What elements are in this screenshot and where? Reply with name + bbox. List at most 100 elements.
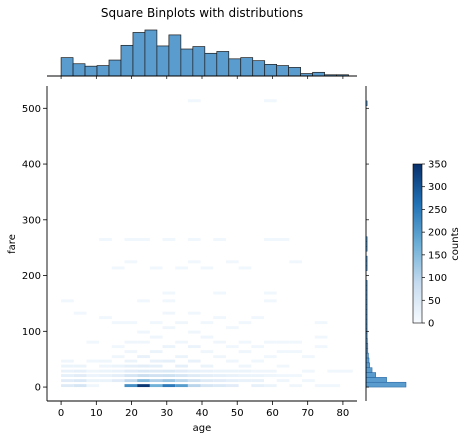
heatmap-cell — [137, 299, 150, 303]
heatmap-cell — [276, 379, 290, 383]
heatmap-cell — [200, 374, 214, 378]
y-tick-label: 300 — [22, 215, 41, 226]
heatmap-cell — [225, 345, 239, 349]
heatmap-cell — [137, 374, 150, 378]
heatmap-cell — [238, 350, 252, 354]
heatmap-cell — [238, 266, 252, 270]
x-tick-label: 80 — [337, 408, 350, 419]
heatmap-cell — [137, 330, 150, 334]
heatmap-cell — [213, 355, 226, 359]
y-marginal-ticks — [366, 107, 369, 388]
heatmap-cell — [187, 99, 201, 103]
heatmap-cell — [124, 350, 138, 354]
heatmap-cell — [162, 238, 176, 241]
x-marginal-bar — [216, 51, 230, 77]
x-tick-label: 60 — [266, 408, 279, 419]
colorbar-tick-label: 300 — [428, 182, 447, 193]
heatmap-cells — [61, 99, 353, 388]
colorbar-tick-label: 200 — [428, 228, 447, 239]
heatmap-cell — [86, 379, 100, 383]
x-marginal-bar — [204, 52, 218, 77]
heatmap-cell — [137, 369, 150, 373]
heatmap-cell — [251, 374, 264, 378]
heatmap-cell — [264, 374, 277, 378]
heatmap-cell — [251, 345, 264, 349]
heatmap-cell — [225, 374, 239, 378]
colorbar-tick-label: 250 — [428, 205, 447, 216]
y-marginal-bar — [365, 377, 387, 383]
heatmap-cell — [162, 299, 176, 303]
heatmap-cell — [340, 369, 353, 373]
x-marginal-bar — [120, 44, 134, 77]
heatmap-cell — [314, 335, 328, 339]
heatmap-cell — [162, 359, 176, 363]
x-marginal-bar — [108, 59, 122, 77]
heatmap-cell — [187, 369, 201, 373]
heatmap-cell — [302, 355, 315, 359]
heatmap-cell — [99, 364, 112, 368]
heatmap-cell — [187, 359, 201, 363]
heatmap-cell — [225, 384, 239, 388]
chart-title: Square Binplots with distributions — [101, 6, 303, 20]
heatmap-cell — [289, 260, 303, 264]
heatmap-cell — [264, 384, 277, 388]
heatmap-cell — [162, 291, 176, 295]
colorbar-tick-label: 100 — [428, 273, 447, 284]
heatmap-cell — [124, 359, 138, 363]
heatmap-cell — [213, 369, 226, 373]
heatmap-cell — [238, 321, 252, 325]
y-tick-label: 200 — [22, 271, 41, 282]
heatmap-cell — [175, 321, 188, 325]
x-axis-ticks: 0 10 20 30 40 50 60 70 80 — [58, 401, 349, 419]
heatmap-cell — [86, 374, 100, 378]
x-tick-label: 30 — [160, 408, 173, 419]
heatmap-cell — [213, 379, 226, 383]
heatmap-cell — [200, 364, 214, 368]
y-marginal-bar — [365, 372, 376, 378]
x-marginal-bar — [156, 45, 170, 77]
y-tick-label: 500 — [22, 104, 41, 115]
heatmap-cell — [175, 364, 188, 368]
heatmap-cell — [264, 340, 277, 344]
heatmap-cell — [276, 350, 290, 354]
heatmap-cell — [124, 321, 138, 325]
heatmap-cell — [73, 364, 87, 368]
x-marginal-bar — [264, 63, 278, 77]
heatmap-cell — [276, 340, 290, 344]
y-tick-label: 100 — [22, 327, 41, 338]
heatmap-cell — [137, 384, 150, 388]
y-marginal-bar — [365, 357, 370, 364]
heatmap-cell — [61, 379, 74, 383]
heatmap-cell — [187, 260, 201, 264]
heatmap-cell — [251, 369, 264, 373]
heatmap-cell — [327, 384, 341, 388]
x-marginal-bar — [96, 65, 110, 77]
heatmap-cell — [124, 260, 138, 264]
heatmap-cell — [124, 369, 138, 373]
heatmap-cell — [187, 384, 201, 388]
x-tick-label: 20 — [125, 408, 138, 419]
heatmap-cell — [73, 374, 87, 378]
heatmap-cell — [200, 321, 214, 325]
heatmap-cell — [162, 311, 176, 315]
heatmap-cell — [276, 374, 290, 378]
heatmap-cell — [238, 374, 252, 378]
heatmap-cell — [111, 321, 125, 325]
x-marginal-bar — [60, 57, 74, 77]
heatmap-cell — [162, 379, 176, 383]
heatmap-cell — [314, 345, 328, 349]
heatmap-cell — [289, 384, 303, 388]
heatmap-cell — [289, 350, 303, 354]
heatmap-cell — [289, 340, 303, 344]
heatmap-cell — [289, 374, 303, 378]
heatmap-cell — [162, 326, 176, 330]
heatmap-cell — [264, 238, 277, 241]
heatmap-cell — [162, 345, 176, 349]
colorbar — [412, 163, 423, 324]
heatmap-cell — [175, 355, 188, 359]
heatmap-cell — [200, 350, 214, 354]
heatmap-cell — [124, 379, 138, 383]
colorbar-tick-label: 350 — [428, 160, 447, 171]
heatmap-cell — [251, 379, 264, 383]
